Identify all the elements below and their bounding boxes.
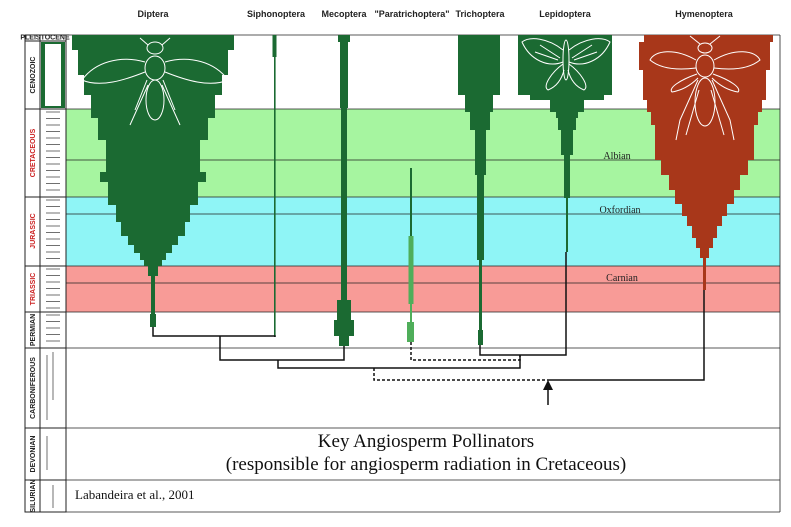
period-label-silurian: SILURIAN [30,479,37,512]
period-label-triassic: TRIASSIC [30,273,37,306]
lepidoptera-moth-drawing [521,38,611,91]
siphonoptera-stem-top [272,35,277,57]
period-label-cenozoic: CENOZOIC [30,57,37,94]
period-label-carboniferous: CARBONIFEROUS [30,357,37,419]
clade-label-trichoptera: Trichoptera [455,9,505,19]
hymenoptera-branch-dashed [373,368,548,381]
paratrichoptera-stem-mid [408,236,414,304]
period-label-devonian: DEVONIAN [30,436,37,473]
lepidoptera-spindle [518,35,612,252]
caption-title: Key Angiosperm Pollinators [317,431,535,452]
clade-label-lepidoptera: Lepidoptera [539,9,591,19]
stage-label-albian: Albian [603,151,630,162]
phylogeny-tree [152,252,705,381]
paratrichoptera-branch-dashed [410,342,521,361]
period-label-permian: PERMIAN [30,314,37,346]
siphonoptera-stem [274,57,276,337]
credit-text: Labandeira et al., 2001 [75,487,195,502]
up-arrow-icon [543,380,553,405]
hymenoptera-wasp-drawing [649,35,761,141]
triassic-band [66,266,780,312]
period-label-jurassic: JURASSIC [30,213,37,248]
trichoptera-stem [458,35,500,345]
clade-label-paratrichoptera: "Paratrichoptera" [374,9,449,19]
paratrichoptera-stem-base [407,322,414,342]
diptera-fly-drawing [81,37,229,126]
time-column: PLEISTOCENE CENOZOIC CRETACEOUS JURASSIC… [20,34,70,513]
clade-label-hymenoptera: Hymenoptera [675,9,734,19]
diptera-spindle [72,35,234,327]
period-label-pleistocene: PLEISTOCENE [20,35,70,42]
hymenoptera-spindle [639,35,773,290]
clade-label-diptera: Diptera [137,9,169,19]
mecoptera-stem [334,35,354,346]
stage-label-oxfordian: Oxfordian [599,205,640,216]
stage-label-carnian: Carnian [606,273,638,284]
paratrichoptera-stem-upper [410,168,412,238]
clade-label-mecoptera: Mecoptera [321,9,367,19]
caption-subtitle: (responsible for angiosperm radiation in… [225,454,627,475]
clade-label-siphonoptera: Siphonoptera [247,9,306,19]
period-label-cretaceous: CRETACEOUS [30,128,37,177]
